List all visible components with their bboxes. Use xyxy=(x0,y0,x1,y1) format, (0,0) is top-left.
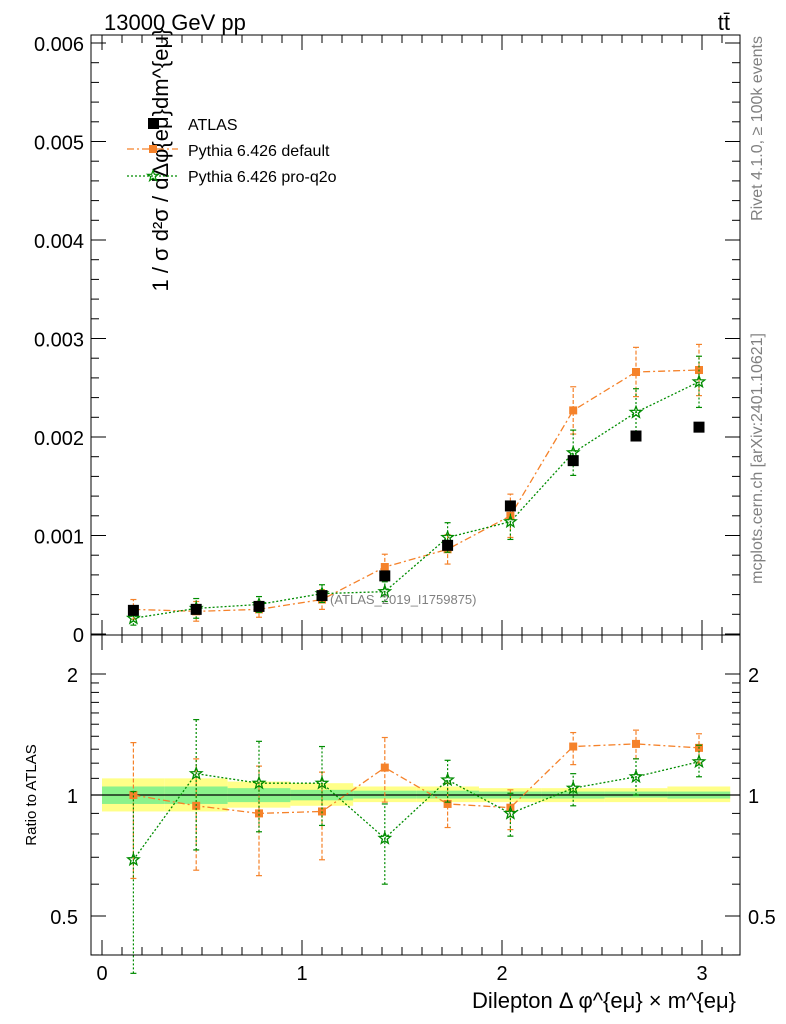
x-tick-label: 1 xyxy=(296,963,307,985)
ratio-pythia-proq2o-point xyxy=(314,775,330,790)
atlas-data-point xyxy=(442,539,454,551)
ratio-y-tick-label: 2 xyxy=(67,665,78,687)
legend-atlas-marker xyxy=(148,118,159,129)
ratio-pythia-proq2o-point xyxy=(628,768,644,784)
legend-default-marker xyxy=(149,145,157,153)
rivet-label: Rivet 4.1.0, ≥ 100k events xyxy=(749,36,766,221)
ratio-y-tick-label: 1 xyxy=(67,786,78,808)
process-label: tt̄ xyxy=(718,10,730,35)
atlas-data-point xyxy=(379,570,391,582)
main-y-tick-label: 0.002 xyxy=(34,428,84,450)
ratio-y-axis-label: Ratio to ATLAS xyxy=(23,744,40,845)
atlas-data-point xyxy=(127,604,139,616)
ratio-pythia-default-point xyxy=(632,739,640,748)
ratio-pythia-proq2o-point xyxy=(251,775,267,790)
pythia-proq2o-point xyxy=(377,583,393,598)
main-y-tick-label: 0.001 xyxy=(34,527,84,549)
atlas-data-point xyxy=(567,455,579,467)
legend-atlas-label: ATLAS xyxy=(188,117,238,134)
ratio-plot-panel: 0.5 0.5 1 1 2 2 0 1 2 3 Ratio to ATLAS Dilepton Δ… xyxy=(23,634,776,1013)
ratio-pythia-proq2o-point xyxy=(440,772,456,787)
main-y-tick-label: 0.005 xyxy=(34,133,84,155)
ratio-y-tick-label-right: 1 xyxy=(748,786,759,808)
pythia-proq2o-point xyxy=(502,513,518,529)
atlas-data-point xyxy=(253,600,265,612)
ratio-pythia-proq2o-point xyxy=(125,851,141,867)
main-y-axis-label: 1 / σ d²σ / dΔφ{eμ}dm^{eμ} xyxy=(148,28,173,291)
legend: ATLAS Pythia 6.426 default Pythia 6.426 … xyxy=(127,117,337,186)
main-y-tick-label: 0.006 xyxy=(34,34,84,56)
pythia-proq2o-point xyxy=(691,373,707,389)
legend-proq2o-label: Pythia 6.426 pro-q2o xyxy=(188,169,337,186)
atlas-data-point xyxy=(316,590,328,602)
atlas-data-point xyxy=(190,603,202,615)
ratio-pythia-proq2o-point xyxy=(377,830,393,845)
ratio-y-tick-label: 0.5 xyxy=(50,907,78,929)
legend-default-label: Pythia 6.426 default xyxy=(188,143,330,160)
pythia-proq2o-line xyxy=(133,381,700,619)
ratio-pythia-default-point xyxy=(380,763,389,772)
pythia-proq2o-point xyxy=(125,610,141,625)
ratio-pythia-proq2o-point xyxy=(502,805,518,820)
mcplots-label: mcplots.cern.ch [arXiv:2401.10621] xyxy=(749,333,766,584)
analysis-watermark: (ATLAS_2019_I1759875) xyxy=(330,592,476,607)
main-y-tick-label: 0 xyxy=(73,625,84,647)
main-y-tick-label: 0.004 xyxy=(34,231,84,253)
main-plot-panel: 0 0.001 0.002 0.003 0.004 0.005 0.006 (ATLAS_2… xyxy=(34,28,741,647)
x-tick-label: 3 xyxy=(696,963,707,985)
ratio-y-tick-label-right: 2 xyxy=(748,665,759,687)
ratio-pythia-default-point xyxy=(255,809,263,818)
ratio-pythia-default-point xyxy=(569,742,578,751)
legend-proq2o-marker xyxy=(145,168,161,183)
pythia-default-point xyxy=(569,406,578,415)
atlas-data-point xyxy=(630,430,642,442)
pythia-default-point xyxy=(380,563,389,572)
ratio-pythia-default-point xyxy=(129,791,138,799)
pythia-default-line xyxy=(133,369,700,612)
ratio-y-tick-label-right: 0.5 xyxy=(748,907,776,929)
ratio-pythia-default-point xyxy=(443,799,452,808)
energy-label: 13000 GeV pp xyxy=(104,10,246,35)
pythia-default-point xyxy=(632,367,640,376)
ratio-pythia-proq2o-point xyxy=(188,765,204,780)
ratio-pythia-default-line xyxy=(133,743,700,815)
ratio-pythia-proq2o-point xyxy=(691,753,707,769)
pythia-proq2o-point xyxy=(628,404,644,419)
atlas-data-point xyxy=(693,421,705,433)
main-y-tick-label: 0.003 xyxy=(34,330,84,352)
x-tick-label: 0 xyxy=(96,963,107,985)
x-axis-label: Dilepton Δ φ^{eμ} × m^{eμ} xyxy=(472,988,736,1013)
atlas-data-point xyxy=(504,500,516,512)
x-tick-label: 2 xyxy=(496,963,507,985)
ratio-pythia-proq2o-point xyxy=(565,780,581,795)
ratio-pythia-proq2o-line xyxy=(132,761,700,861)
